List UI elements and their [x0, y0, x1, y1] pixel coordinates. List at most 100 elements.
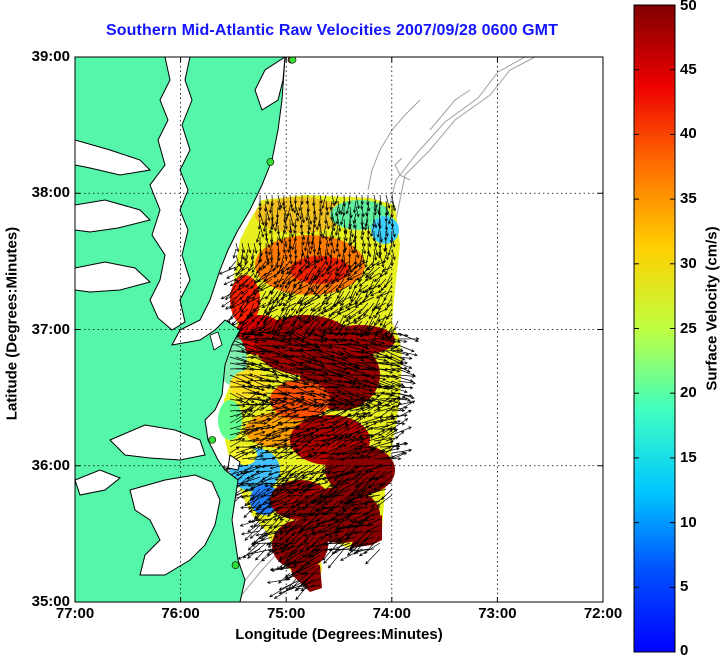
colorbar-tick-label: 5 — [680, 578, 689, 596]
albemarle-sound — [109, 424, 206, 461]
velocity-arrow — [274, 476, 297, 481]
velocity-arrow — [330, 308, 345, 315]
velocity-arrow — [385, 338, 402, 344]
velocity-arrow — [240, 505, 261, 510]
velocity-arrow — [337, 392, 354, 399]
velocity-arrow — [343, 230, 348, 242]
velocity-arrow — [265, 344, 281, 350]
velocity-arrow — [367, 441, 382, 448]
velocity-arrow — [280, 266, 291, 274]
velocity-arrow — [298, 314, 309, 321]
velocity-arrow — [377, 206, 382, 217]
velocity-arrow — [246, 494, 267, 505]
velocity-arrow — [283, 248, 288, 261]
velocity-arrow — [384, 206, 389, 217]
velocity-arrow — [364, 320, 375, 334]
velocity-arrow — [241, 272, 255, 287]
velocity-arrow — [349, 512, 369, 522]
velocity-arrow — [244, 248, 249, 262]
velocity-arrow — [373, 403, 389, 412]
velocity-arrow — [301, 374, 320, 385]
velocity-arrow — [326, 266, 339, 275]
velocity-arrow — [328, 230, 333, 242]
velocity-arrow — [365, 290, 375, 298]
velocity-arrow — [235, 430, 247, 436]
velocity-arrow — [235, 398, 250, 405]
velocity-arrow — [391, 200, 396, 212]
velocity-arrow — [289, 392, 305, 396]
velocity-arrow — [335, 206, 339, 217]
velocity-arrow — [337, 342, 358, 347]
velocity-arrow — [325, 242, 330, 256]
velocity-arrow — [321, 224, 327, 240]
velocity-arrow — [337, 421, 347, 430]
velocity-arrow — [386, 296, 393, 308]
velocity-arrow — [265, 422, 284, 430]
velocity-arrow — [350, 524, 375, 529]
velocity-arrow — [259, 366, 279, 371]
velocity-arrow — [368, 272, 381, 280]
velocity-arrow — [273, 512, 297, 521]
axis-ticks — [74, 56, 604, 603]
velocity-arrow — [265, 434, 282, 442]
velocity-arrow — [366, 194, 370, 206]
velocity-arrow — [366, 524, 381, 532]
velocity-arrow — [331, 423, 349, 436]
velocity-arrow — [319, 416, 336, 424]
velocity-arrow — [367, 248, 372, 258]
velocity-arrow — [391, 426, 412, 436]
velocity-arrow — [323, 284, 339, 297]
velocity-arrow — [379, 362, 401, 368]
velocity-arrow — [384, 302, 393, 311]
velocity-arrow — [252, 302, 267, 311]
velocity-arrow — [307, 423, 325, 430]
velocity-arrow — [289, 212, 295, 227]
velocity-arrow — [391, 380, 405, 386]
velocity-arrow — [273, 512, 291, 516]
velocity-arrow — [229, 438, 246, 448]
velocity-arrow — [353, 242, 357, 254]
velocity-arrow — [239, 254, 243, 268]
velocity-arrow — [242, 326, 249, 338]
velocity-arrow — [337, 350, 352, 357]
velocity-arrow — [368, 308, 375, 320]
velocity-arrow — [319, 356, 336, 362]
velocity-arrow — [229, 423, 247, 430]
velocity-arrow — [307, 399, 318, 406]
velocity-arrow — [337, 402, 354, 412]
velocity-arrow — [282, 560, 297, 566]
velocity-arrow — [301, 428, 320, 442]
velocity-arrow — [301, 392, 317, 398]
velocity-arrow — [397, 400, 416, 412]
velocity-arrow — [355, 354, 375, 358]
velocity-arrow — [273, 326, 285, 334]
velocity-arrow — [391, 236, 396, 248]
velocity-arrow — [265, 368, 278, 375]
velocity-arrow — [362, 506, 381, 516]
velocity-arrow — [265, 356, 280, 363]
velocity-arrow — [306, 524, 327, 531]
velocity-arrow — [391, 344, 404, 352]
velocity-arrow — [290, 314, 303, 327]
velocity-arrow — [244, 488, 261, 507]
velocity-arrow — [309, 272, 321, 282]
velocity-arrow — [283, 446, 294, 454]
velocity-arrow — [373, 440, 394, 448]
velocity-arrow — [367, 488, 387, 496]
velocity-arrow — [296, 506, 315, 510]
velocity-arrow — [223, 278, 237, 286]
velocity-arrow — [335, 272, 351, 282]
velocity-arrow — [283, 448, 299, 460]
velocity-arrow — [355, 443, 368, 448]
velocity-arrow — [313, 442, 331, 448]
velocity-arrow — [313, 386, 328, 393]
velocity-arrow — [361, 342, 382, 347]
velocity-arrow — [235, 413, 251, 424]
velocity-arrow — [240, 464, 255, 474]
velocity-arrow — [325, 445, 343, 460]
velocity-arrow — [278, 584, 303, 595]
velocity-arrow — [342, 494, 357, 511]
velocity-arrow — [303, 290, 315, 296]
colorbar-tick-label: 20 — [680, 384, 697, 402]
